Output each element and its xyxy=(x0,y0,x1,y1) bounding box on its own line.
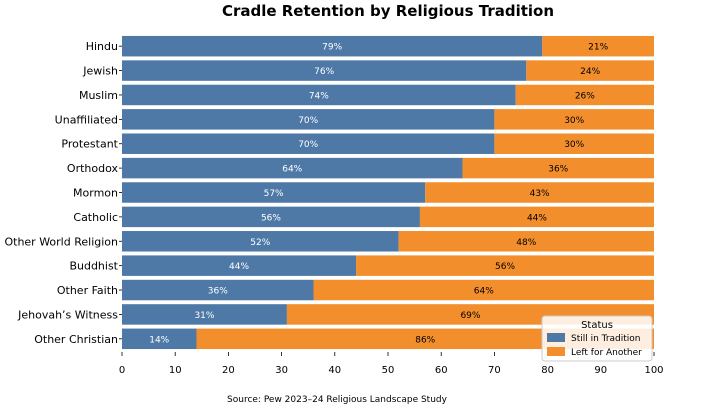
data-label: 74% xyxy=(309,91,329,101)
bar-still xyxy=(122,182,426,203)
data-label: 36% xyxy=(548,165,568,175)
x-tick-label: 70 xyxy=(488,365,501,376)
bar-still xyxy=(122,84,516,106)
data-label: 64% xyxy=(474,287,494,297)
x-tick-label: 0 xyxy=(119,365,125,376)
bar-left xyxy=(356,255,654,276)
x-tick-label: 50 xyxy=(382,365,395,376)
bar-still xyxy=(122,255,357,276)
category-label: Catholic xyxy=(73,211,118,224)
data-label: 86% xyxy=(415,335,435,345)
legend-frame xyxy=(541,315,653,362)
bar-still xyxy=(122,304,287,325)
data-label: 69% xyxy=(460,311,480,321)
data-label: 64% xyxy=(282,165,302,175)
bar-left xyxy=(494,133,654,154)
bar-still xyxy=(122,157,463,179)
bar-left xyxy=(515,84,654,106)
legend-title: Status xyxy=(581,320,613,331)
bar-left xyxy=(196,328,655,350)
x-tick-label: 100 xyxy=(644,365,663,376)
bar-left xyxy=(542,35,654,57)
data-label: 76% xyxy=(314,67,334,77)
bar-still xyxy=(122,328,197,350)
data-label: 43% xyxy=(530,189,550,199)
category-label: Buddhist xyxy=(69,260,118,273)
bar-still xyxy=(122,231,399,252)
data-label: 48% xyxy=(516,238,536,248)
bar-still xyxy=(122,109,495,130)
category-label: Protestant xyxy=(61,138,118,151)
bar-left xyxy=(425,182,654,203)
x-tick-label: 30 xyxy=(275,365,288,376)
legend-label-left: Left for Another xyxy=(571,348,642,358)
data-label: 24% xyxy=(580,67,600,77)
data-label: 21% xyxy=(588,43,608,53)
bar-still xyxy=(122,279,314,301)
data-label: 79% xyxy=(322,43,342,53)
category-label: Orthodox xyxy=(67,162,119,175)
bar-left xyxy=(398,231,654,252)
x-tick-label: 80 xyxy=(541,365,554,376)
data-label: 70% xyxy=(298,116,318,126)
bar-still xyxy=(122,133,495,154)
category-label: Jewish xyxy=(82,65,118,78)
bar-left xyxy=(313,279,654,301)
data-label: 56% xyxy=(495,262,515,272)
category-label: Muslim xyxy=(79,89,118,102)
legend-swatch-still xyxy=(547,333,565,342)
bar-still xyxy=(122,206,420,228)
category-label: Other Faith xyxy=(57,284,118,297)
bar-left xyxy=(526,60,654,81)
bar-still xyxy=(122,35,543,57)
source-note: Source: Pew 2023–24 Religious Landscape … xyxy=(227,395,448,405)
data-label: 70% xyxy=(298,140,318,150)
x-tick-label: 10 xyxy=(169,365,182,376)
x-tick-label: 40 xyxy=(328,365,341,376)
data-label: 30% xyxy=(564,116,584,126)
category-label: Other Christian xyxy=(34,333,118,346)
bar-left xyxy=(462,157,654,179)
data-label: 44% xyxy=(527,213,547,223)
data-label: 31% xyxy=(194,311,214,321)
bar-still xyxy=(122,60,527,81)
x-tick-label: 60 xyxy=(435,365,448,376)
x-tick-label: 20 xyxy=(222,365,235,376)
category-label: Other World Religion xyxy=(4,235,118,248)
category-label: Mormon xyxy=(73,187,118,200)
chart-title: Cradle Retention by Religious Tradition xyxy=(222,2,554,20)
legend-label-still: Still in Tradition xyxy=(571,334,641,344)
category-label: Hindu xyxy=(86,40,118,53)
data-label: 44% xyxy=(229,262,249,272)
data-label: 30% xyxy=(564,140,584,150)
bar-left xyxy=(419,206,654,228)
category-label: Jehovah’s Witness xyxy=(17,308,118,321)
bar-left xyxy=(494,109,654,130)
data-label: 57% xyxy=(264,189,284,199)
data-label: 26% xyxy=(575,91,595,101)
legend-swatch-left xyxy=(547,347,565,356)
category-label: Unaffiliated xyxy=(55,113,118,126)
x-tick-label: 90 xyxy=(594,365,607,376)
data-label: 36% xyxy=(208,287,228,297)
data-label: 56% xyxy=(261,213,281,223)
legend: Status Still in Tradition Left for Anoth… xyxy=(541,315,653,362)
data-label: 14% xyxy=(149,335,169,345)
data-label: 52% xyxy=(250,238,270,248)
